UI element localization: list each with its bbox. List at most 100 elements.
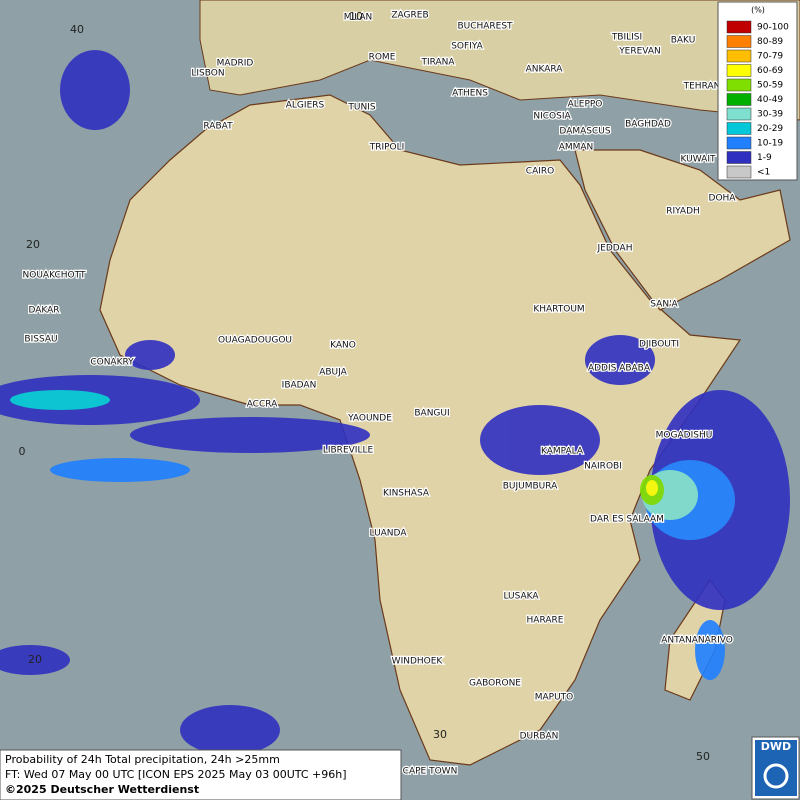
city-label: BUJUMBURA: [503, 482, 558, 492]
city-label: NAIROBI: [584, 462, 622, 472]
city-label: ATHENS: [452, 89, 488, 99]
city-label: DURBAN: [520, 732, 559, 742]
city-label: KUWAIT: [681, 155, 716, 165]
city-label: YAOUNDE: [347, 414, 392, 424]
city-label: ANKARA: [526, 65, 564, 75]
legend-swatch: [726, 136, 752, 150]
legend-swatch: [726, 64, 752, 77]
city-label: ABUJA: [319, 368, 347, 378]
city-label: OUAGADOUGOU: [218, 336, 292, 346]
city-label: JEDDAH: [597, 244, 633, 254]
city-label: CAIRO: [526, 167, 554, 177]
graticule-label: 40: [70, 23, 84, 36]
legend-label: 60-69: [757, 66, 783, 76]
legend-label: <1: [757, 168, 770, 178]
city-label: ADDIS ABABA: [588, 364, 651, 374]
footer: Probability of 24h Total precipitation, …: [0, 749, 402, 801]
city-label: SOFIYA: [451, 42, 483, 52]
city-label: BANGUI: [414, 409, 449, 419]
graticule-label: 50: [696, 750, 710, 763]
city-label: DJIBOUTI: [639, 340, 679, 350]
city-label: IBADAN: [282, 381, 317, 391]
city-label: ROME: [369, 53, 396, 63]
city-label: MAPUTO: [535, 693, 574, 703]
city-label: LIBREVILLE: [323, 446, 374, 456]
legend-label: 90-100: [757, 23, 789, 33]
city-label: AMMAN: [559, 143, 594, 153]
city-label: BISSAU: [24, 335, 57, 345]
footer-credit: ©2025 Deutscher Wetterdienst: [5, 783, 199, 796]
city-label: LUANDA: [370, 529, 408, 539]
city-label: ALGIERS: [286, 101, 325, 111]
city-label: TIRANA: [420, 58, 455, 68]
city-label: LUSAKA: [503, 592, 539, 602]
legend-title: (%): [751, 6, 765, 15]
city-label: TBILISI: [611, 33, 642, 43]
legend-swatch: [726, 78, 752, 92]
logo-text: DWD: [761, 740, 791, 753]
city-label: NOUAKCHOTT: [23, 271, 86, 281]
legend-swatch: [726, 107, 752, 121]
city-label: MOGADISHU: [656, 431, 713, 441]
legend-label: 50-59: [757, 81, 783, 91]
graticule-label: 0: [19, 445, 26, 458]
city-label: MILAN: [344, 13, 373, 23]
legend-items: 90-100 80-89 70-79 60-69 50-59 40-49 30-39 20-2…: [726, 20, 789, 179]
city-labels: MILAN ZAGREB BUCHAREST TBILISI BAKU YEREVAN MA…: [21, 9, 737, 778]
legend-swatch: [726, 165, 752, 179]
city-label: CAPE TOWN: [403, 767, 458, 777]
city-label: NICOSIA: [533, 112, 571, 122]
graticule-label: 20: [26, 238, 40, 251]
graticule-label: 20: [28, 653, 42, 666]
city-label: ALEPPO: [568, 100, 603, 110]
graticule-label: 30: [433, 728, 447, 741]
city-label: DAKAR: [28, 306, 59, 316]
city-label: GABORONE: [469, 679, 521, 689]
city-label: LISBON: [191, 69, 224, 79]
city-label: BUCHAREST: [457, 22, 513, 32]
city-label: CONAKRY: [90, 358, 134, 368]
city-label: KAMPALA: [541, 447, 584, 457]
city-label: ZAGREB: [391, 11, 428, 21]
city-label: TEHRAN: [683, 82, 721, 92]
legend-label: 1-9: [757, 153, 772, 163]
city-label: HARARE: [527, 616, 564, 626]
legend-swatch: [726, 35, 752, 48]
africa: [99, 94, 742, 766]
legend-label: 20-29: [757, 124, 783, 134]
city-label: RABAT: [203, 122, 233, 132]
city-label: ANTANANARIVO: [661, 636, 733, 646]
city-label: BAKU: [671, 36, 696, 46]
legend-label: 70-79: [757, 52, 783, 62]
legend: (%) 90-100 80-89 70-79 60-69 50-59 40-49 30-39…: [717, 1, 798, 181]
legend-label: 30-39: [757, 110, 783, 120]
footer-line: Probability of 24h Total precipitation, …: [5, 753, 280, 766]
footer-line: FT: Wed 07 May 00 UTC [ICON EPS 2025 May…: [5, 768, 347, 781]
city-label: YEREVAN: [618, 47, 661, 57]
legend-label: 80-89: [757, 37, 783, 47]
arabia: [574, 149, 791, 311]
city-label: KANO: [330, 341, 356, 351]
city-label: DAR ES SALAAM: [590, 515, 664, 525]
legend-label: 10-19: [757, 139, 783, 149]
logo: DWD: [751, 736, 800, 800]
city-label: WINDHOEK: [392, 657, 444, 667]
city-label: TUNIS: [347, 103, 375, 113]
precipitation: [0, 50, 790, 755]
legend-swatch: [726, 93, 752, 106]
graticule-labels: 40 10 20 0 20 30 50: [19, 10, 711, 763]
legend-swatch: [726, 151, 752, 164]
city-label: DAMASCUS: [559, 127, 610, 137]
legend-swatch: [726, 49, 752, 63]
city-label: BAGHDAD: [625, 120, 671, 130]
legend-swatch: [726, 122, 752, 135]
legend-swatch: [726, 20, 752, 34]
city-label: RIYADH: [666, 207, 700, 217]
city-label: KHARTOUM: [533, 305, 584, 315]
city-label: DOHA: [709, 194, 737, 204]
logo-icon: [763, 763, 789, 789]
city-label: ACCRA: [247, 400, 278, 410]
city-label: SAN'A: [650, 300, 678, 310]
footer-box: [0, 749, 402, 801]
